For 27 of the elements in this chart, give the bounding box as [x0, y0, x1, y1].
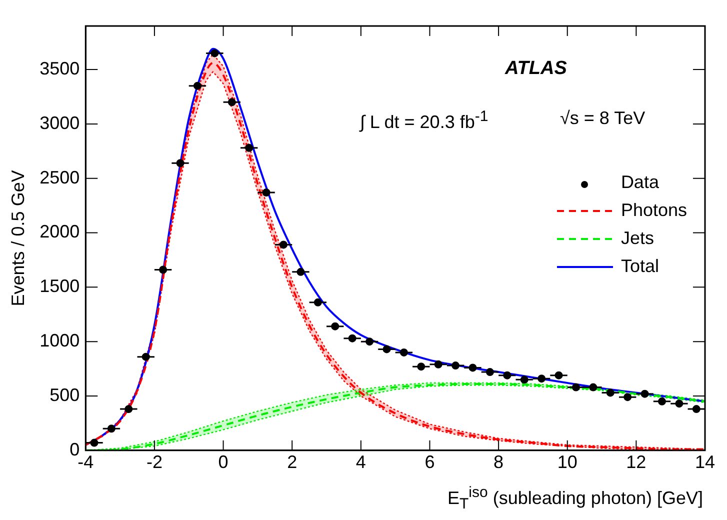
x-tick-label: 4 — [356, 452, 366, 472]
x-tick-label: 0 — [218, 452, 228, 472]
y-axis-title: Events / 0.5 GeV — [8, 170, 28, 306]
legend-label: Data — [620, 172, 659, 192]
y-tick-label: 3000 — [40, 112, 80, 133]
x-axis-title: E$_{T}$$^{iso}$ (subleading photon) [GeV] — [447, 484, 703, 513]
x-tick-label: 10 — [557, 452, 578, 472]
y-tick-label: 1500 — [40, 276, 80, 296]
legend-label: Jets — [620, 228, 654, 248]
y-tick-label: 1000 — [40, 330, 80, 351]
x-tick-label: 2 — [287, 452, 298, 472]
x-tick-label: -4 — [78, 452, 94, 472]
y-tick-label: 2500 — [40, 167, 80, 188]
y-tick-label: 2000 — [40, 222, 80, 242]
annotation: ATLAS — [505, 58, 567, 80]
x-tick-label: 6 — [424, 452, 435, 472]
x-tick-label: 12 — [626, 452, 646, 472]
y-tick-label: 500 — [50, 384, 80, 405]
legend-label: Photons — [620, 200, 687, 220]
x-tick-label: 8 — [494, 452, 504, 472]
legend-label: Total — [620, 256, 659, 276]
y-tick-label: 3500 — [40, 58, 80, 78]
x-tick-label: -2 — [146, 452, 162, 472]
x-tick-label: 14 — [694, 452, 716, 472]
y-tick-label: 0 — [70, 439, 80, 460]
annotation: √s = 8 TeV — [560, 108, 646, 129]
annotation: ∫ L dt = 20.3 fb$^{-1}$ — [360, 108, 488, 133]
